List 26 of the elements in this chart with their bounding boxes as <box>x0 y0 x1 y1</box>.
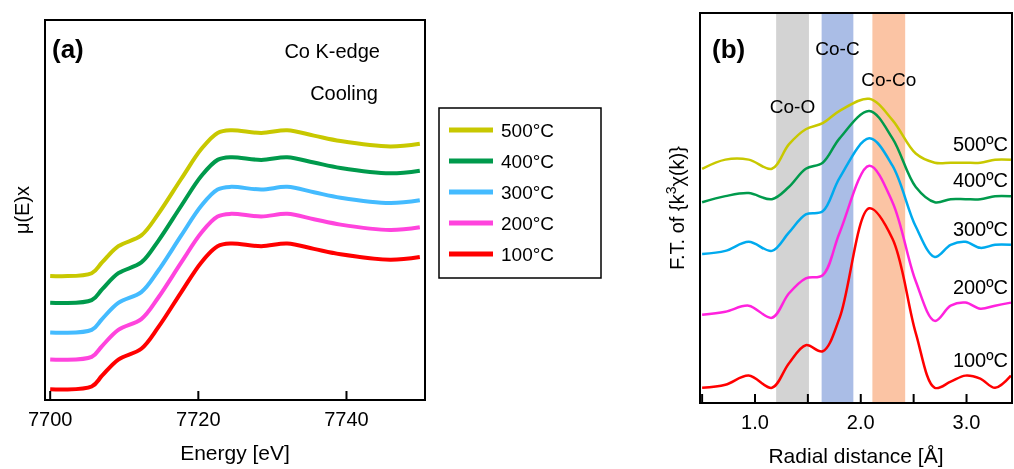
legend-label: 100°C <box>501 244 555 265</box>
text: (b) <box>712 34 746 64</box>
x-tick-label: 7720 <box>176 408 221 430</box>
series-label: 500ºC <box>952 132 1008 155</box>
x-tick-label: 3.0 <box>952 411 981 433</box>
band-label: Co-O <box>769 96 816 117</box>
x-tick-label: 7740 <box>324 408 369 430</box>
text: Co K-edge <box>284 40 380 62</box>
band-label: Co-Co <box>861 69 917 90</box>
text: Cooling <box>310 82 378 104</box>
legend-label: 200°C <box>501 213 555 234</box>
x-axis-title: Radial distance [Å] <box>768 444 944 467</box>
text: 1.0 <box>741 411 769 433</box>
x-tick-label: 7700 <box>27 408 73 430</box>
x-tick-label: 2.0 <box>846 411 875 433</box>
series-label: 200ºC <box>952 275 1008 298</box>
x-axis-title: Energy [eV] <box>180 441 290 464</box>
series-label: 400ºC <box>952 169 1008 192</box>
text: (a) <box>52 34 84 64</box>
legend-label: 400°C <box>501 151 555 172</box>
y-axis-title: μ(E)x <box>11 185 33 235</box>
series-label: 300ºC <box>952 217 1008 240</box>
legend-label: 500°C <box>501 120 555 141</box>
series-label: 100ºC <box>952 348 1008 371</box>
legend-label: 300°C <box>501 182 555 203</box>
band-label: Co-C <box>815 38 860 59</box>
